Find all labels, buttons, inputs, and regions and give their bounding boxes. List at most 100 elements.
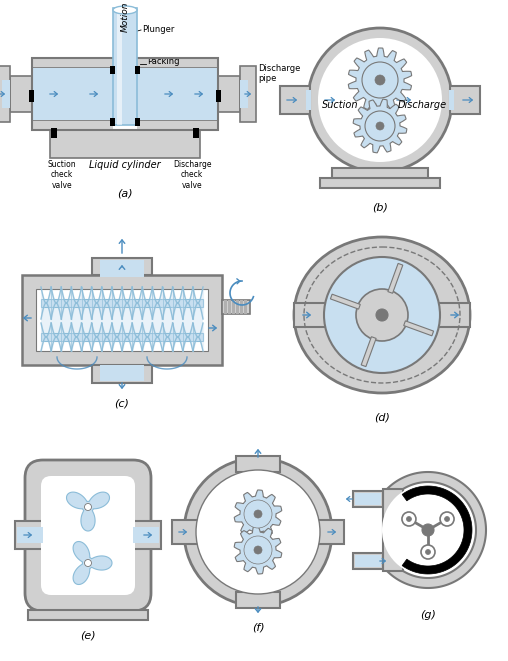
Polygon shape — [348, 48, 411, 112]
Circle shape — [244, 500, 272, 528]
Bar — [224, 300, 227, 314]
Bar — [318, 520, 344, 544]
Bar — [0, 66, 10, 122]
Circle shape — [375, 75, 385, 85]
Bar — [50, 130, 200, 158]
Bar — [22, 275, 222, 365]
Circle shape — [362, 62, 398, 98]
Circle shape — [184, 458, 332, 606]
Polygon shape — [387, 472, 486, 588]
Bar — [240, 66, 256, 122]
Text: (g): (g) — [420, 610, 436, 620]
Bar — [435, 303, 470, 327]
Circle shape — [376, 309, 388, 321]
Bar — [32, 120, 218, 130]
Bar — [36, 289, 208, 351]
Circle shape — [421, 545, 435, 559]
Circle shape — [382, 484, 474, 576]
Polygon shape — [402, 486, 472, 574]
Ellipse shape — [294, 237, 470, 393]
Circle shape — [84, 504, 91, 510]
Bar — [193, 128, 199, 138]
Text: Suction
check
valve: Suction check valve — [48, 160, 76, 190]
Polygon shape — [388, 263, 403, 293]
Polygon shape — [67, 492, 110, 531]
Bar — [236, 592, 280, 608]
Polygon shape — [353, 99, 407, 153]
Text: (e): (e) — [80, 630, 96, 640]
Bar — [218, 76, 240, 112]
Circle shape — [254, 510, 262, 518]
Bar — [41, 333, 203, 341]
Circle shape — [365, 111, 395, 141]
Bar — [236, 456, 280, 472]
Bar — [294, 303, 329, 327]
Text: (f): (f) — [251, 622, 264, 632]
Bar — [28, 610, 148, 620]
Bar — [10, 76, 32, 112]
Circle shape — [444, 516, 450, 522]
FancyBboxPatch shape — [25, 460, 151, 611]
Text: Discharge
check
valve: Discharge check valve — [173, 160, 211, 190]
Bar — [133, 527, 159, 543]
Ellipse shape — [113, 6, 137, 14]
Bar — [51, 128, 57, 138]
Polygon shape — [361, 336, 376, 367]
Text: Suction: Suction — [322, 100, 358, 110]
Bar — [15, 521, 45, 549]
Bar — [232, 300, 235, 314]
Text: Plunger: Plunger — [142, 26, 174, 34]
Text: Motion: Motion — [120, 1, 130, 32]
Bar — [113, 8, 137, 125]
Bar — [216, 90, 221, 102]
Bar — [135, 66, 140, 74]
Bar — [29, 90, 34, 102]
Text: Packing: Packing — [147, 58, 179, 67]
Bar — [41, 307, 203, 333]
Bar — [240, 300, 243, 314]
Circle shape — [440, 512, 454, 526]
Bar — [228, 300, 231, 314]
Bar — [135, 118, 140, 126]
Bar — [32, 58, 218, 68]
Bar — [353, 553, 383, 569]
Circle shape — [422, 524, 434, 536]
Circle shape — [402, 512, 416, 526]
Text: (a): (a) — [117, 188, 133, 198]
Bar — [236, 300, 239, 314]
Circle shape — [324, 257, 440, 373]
Bar — [110, 118, 115, 126]
Bar — [240, 80, 248, 108]
Circle shape — [356, 289, 408, 341]
Polygon shape — [234, 490, 282, 538]
Bar — [2, 80, 10, 108]
Polygon shape — [234, 526, 282, 574]
Bar — [353, 491, 383, 507]
Bar — [306, 90, 311, 110]
Bar — [100, 260, 144, 277]
Bar — [113, 58, 137, 70]
Polygon shape — [330, 294, 360, 309]
Text: (b): (b) — [372, 202, 388, 212]
Bar — [355, 493, 381, 505]
Text: (c): (c) — [115, 399, 130, 409]
Bar — [131, 521, 161, 549]
Circle shape — [308, 28, 452, 172]
Text: Liquid cylinder: Liquid cylinder — [89, 160, 161, 170]
Bar — [450, 86, 480, 114]
Bar — [280, 86, 310, 114]
Bar — [449, 90, 454, 110]
Circle shape — [406, 516, 411, 522]
Bar — [92, 258, 152, 275]
Circle shape — [244, 536, 272, 564]
Bar — [92, 365, 152, 383]
Bar — [117, 8, 122, 125]
Bar — [100, 365, 144, 381]
Circle shape — [254, 546, 262, 554]
Polygon shape — [73, 541, 112, 584]
Bar — [172, 520, 198, 544]
Polygon shape — [404, 321, 434, 336]
Bar — [244, 300, 247, 314]
Bar — [355, 555, 381, 567]
Bar — [383, 489, 403, 571]
